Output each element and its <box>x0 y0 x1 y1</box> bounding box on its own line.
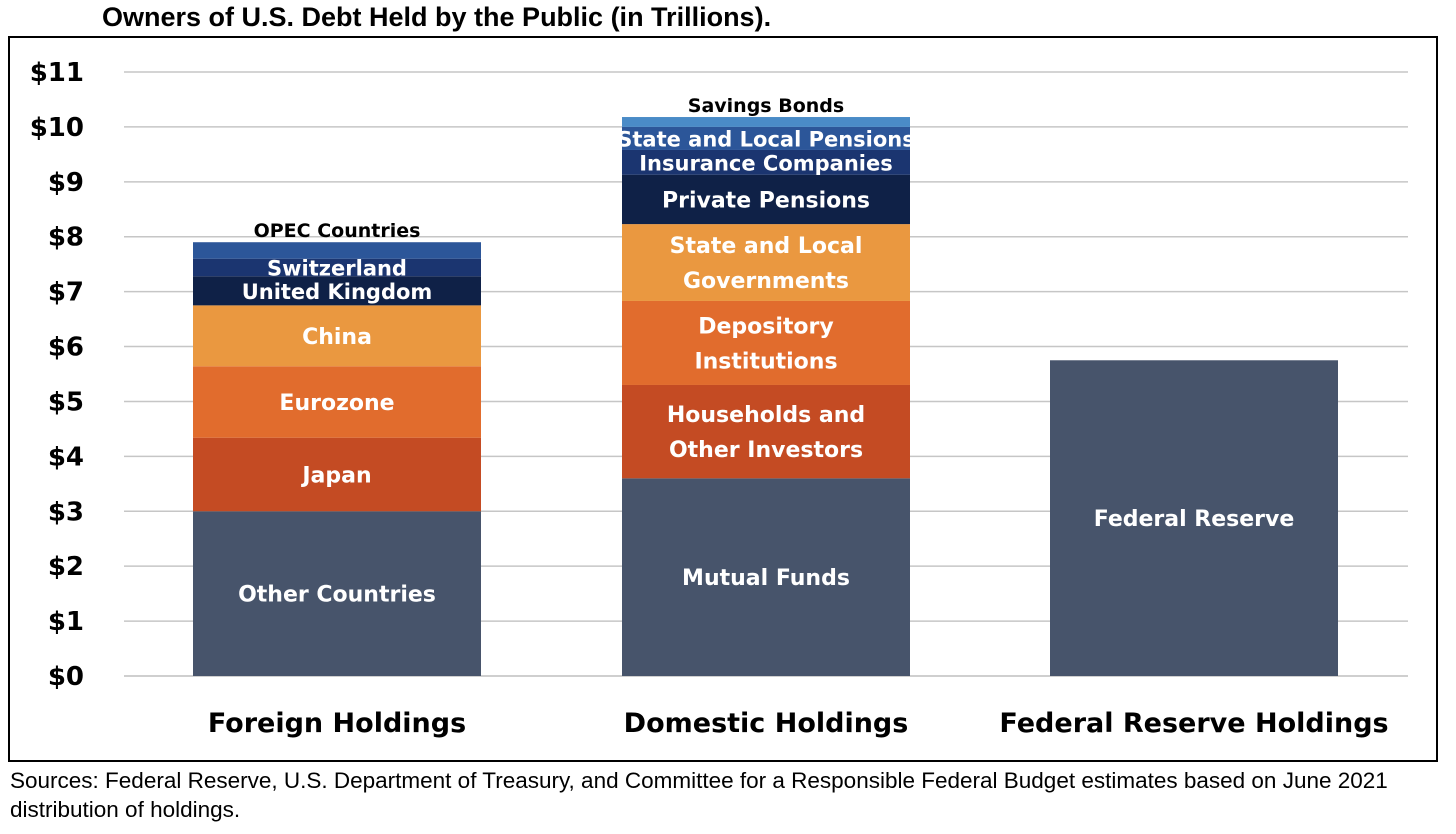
segment-label: Insurance Companies <box>639 151 893 175</box>
segment-label: State and Local Pensions <box>617 127 915 151</box>
axes: $0 $1 $2 $3 $4 $5 $6 $7 $8 $9 $10 $11 Foreign Holdin… <box>30 58 1389 739</box>
y-tick-label: $5 <box>48 387 84 417</box>
bar-segment <box>193 511 481 676</box>
bar-segment <box>622 117 910 127</box>
segment-label: Depository Institutions <box>694 314 837 374</box>
segment-label: United Kingdom <box>242 280 433 304</box>
segment-label: Savings Bonds <box>688 95 844 117</box>
segment-label: Other Countries <box>238 583 436 608</box>
chart-title: Owners of U.S. Debt Held by the Public (… <box>102 2 772 32</box>
bar-segment <box>1050 360 1338 676</box>
bar-segment <box>622 126 910 150</box>
x-category-label: Foreign Holdings <box>208 708 466 739</box>
y-tick-label: $7 <box>48 278 84 308</box>
segment-labels: Other Countries Japan Eurozone China United … <box>238 95 1294 608</box>
x-category-label: Federal Reserve Holdings <box>999 708 1388 739</box>
bar-segment <box>193 305 481 367</box>
source-note: Sources: Federal Reserve, U.S. Departmen… <box>10 768 1388 822</box>
y-tick-label: $11 <box>30 58 84 88</box>
y-tick-label: $2 <box>48 552 84 582</box>
bar-segment <box>622 384 910 479</box>
segment-label: Households and Other Investors <box>667 403 865 463</box>
y-tick-label: $4 <box>48 442 84 472</box>
y-tick-label: $9 <box>48 168 84 198</box>
bar-segment <box>622 174 910 225</box>
segment-label: Switzerland <box>267 256 407 280</box>
chart-frame <box>8 36 1438 762</box>
y-tick-label: $10 <box>30 113 84 143</box>
segment-label: Japan <box>300 463 371 488</box>
segment-label: Mutual Funds <box>682 566 850 591</box>
segment-label: China <box>302 325 372 350</box>
bars <box>193 117 1338 676</box>
segment-label: OPEC Countries <box>254 220 421 242</box>
bar-segment <box>622 149 910 175</box>
bar-segment <box>622 224 910 301</box>
y-tick-label: $1 <box>48 607 84 637</box>
y-tick-label: $0 <box>48 662 84 692</box>
segment-label: Federal Reserve <box>1094 507 1295 532</box>
bar-segment <box>193 366 481 438</box>
bar-segment <box>193 276 481 306</box>
y-tick-label: $8 <box>48 223 84 253</box>
segment-label: Eurozone <box>279 391 394 416</box>
segment-label: Private Pensions <box>662 188 870 213</box>
x-category-label: Domestic Holdings <box>624 708 909 739</box>
bar-segment <box>622 478 910 676</box>
bar-segment <box>193 258 481 277</box>
y-tick-label: $6 <box>48 333 84 363</box>
bar-segment <box>622 300 910 385</box>
y-tick-label: $3 <box>48 497 84 527</box>
bar-segment <box>193 242 481 259</box>
bar-segment <box>193 437 481 512</box>
segment-label: State and Local Governments <box>670 234 863 294</box>
